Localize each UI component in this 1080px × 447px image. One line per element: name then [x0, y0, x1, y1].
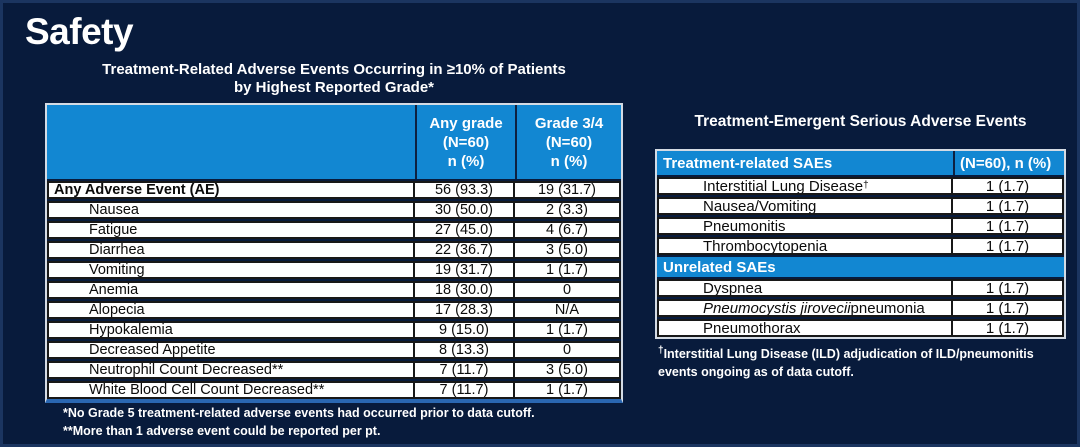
row-grade-3-4: 3 (5.0): [515, 241, 621, 259]
row-any-grade: 56 (93.3): [415, 181, 515, 199]
row-grade-3-4: 0: [515, 281, 621, 299]
table-row: Diarrhea 22 (36.7) 3 (5.0): [47, 241, 621, 259]
table-row: Hypokalemia 9 (15.0) 1 (1.7): [47, 321, 621, 339]
row-label: Dyspnea: [657, 279, 953, 297]
header-cell-blank: [47, 105, 415, 179]
row-any-grade: 22 (36.7): [415, 241, 515, 259]
row-value: 1 (1.7): [953, 319, 1064, 337]
table-row: Any Adverse Event (AE) 56 (93.3) 19 (31.…: [47, 181, 621, 199]
row-any-grade: 7 (11.7): [415, 381, 515, 399]
row-label: Nausea: [47, 201, 415, 219]
table-row: Pneumothorax 1 (1.7): [657, 319, 1064, 337]
row-any-grade: 17 (28.3): [415, 301, 515, 319]
table-row: Pneumocystis jirovecii pneumonia 1 (1.7): [657, 299, 1064, 317]
row-value: 1 (1.7): [953, 279, 1064, 297]
row-label: Anemia: [47, 281, 415, 299]
row-any-grade: 9 (15.0): [415, 321, 515, 339]
adverse-events-table: Any grade (N=60) n (%) Grade 3/4 (N=60) …: [45, 103, 623, 403]
row-label: Interstitial Lung Disease †: [657, 177, 953, 195]
row-value: 1 (1.7): [953, 237, 1064, 255]
table-row: Dyspnea 1 (1.7): [657, 279, 1064, 297]
row-any-grade: 18 (30.0): [415, 281, 515, 299]
row-any-grade: 27 (45.0): [415, 221, 515, 239]
row-label: Diarrhea: [47, 241, 415, 259]
row-grade-3-4: 4 (6.7): [515, 221, 621, 239]
right-table-title: Treatment-Emergent Serious Adverse Event…: [694, 113, 1027, 130]
row-grade-3-4: 1 (1.7): [515, 321, 621, 339]
row-label: Thrombocytopenia: [657, 237, 953, 255]
sae-table-header: Treatment-related SAEs (N=60), n (%): [657, 151, 1064, 175]
table-row: Pneumonitis 1 (1.7): [657, 217, 1064, 235]
row-grade-3-4: 0: [515, 341, 621, 359]
row-label: Neutrophil Count Decreased**: [47, 361, 415, 379]
row-label: Vomiting: [47, 261, 415, 279]
row-value: 1 (1.7): [953, 197, 1064, 215]
row-label: White Blood Cell Count Decreased**: [47, 381, 415, 399]
row-value: 1 (1.7): [953, 177, 1064, 195]
row-any-grade: 8 (13.3): [415, 341, 515, 359]
serious-adverse-events-table: Treatment-related SAEs (N=60), n (%) Int…: [655, 149, 1066, 339]
row-grade-3-4: 19 (31.7): [515, 181, 621, 199]
row-label: Pneumothorax: [657, 319, 953, 337]
table-row: White Blood Cell Count Decreased** 7 (11…: [47, 381, 621, 399]
row-label: Nausea/Vomiting: [657, 197, 953, 215]
table-row: Interstitial Lung Disease † 1 (1.7): [657, 177, 1064, 195]
table-row: Nausea 30 (50.0) 2 (3.3): [47, 201, 621, 219]
row-label: Pneumocystis jirovecii pneumonia: [657, 299, 953, 317]
row-label: Hypokalemia: [47, 321, 415, 339]
header-cell-treatment-related-saes: Treatment-related SAEs: [657, 151, 953, 175]
row-label: Alopecia: [47, 301, 415, 319]
table-row: Anemia 18 (30.0) 0: [47, 281, 621, 299]
row-value: 1 (1.7): [953, 217, 1064, 235]
row-grade-3-4: 1 (1.7): [515, 261, 621, 279]
footnote-more-than-one: **More than 1 adverse event could be rep…: [63, 423, 381, 438]
row-any-grade: 19 (31.7): [415, 261, 515, 279]
left-table-title: Treatment-Related Adverse Events Occurri…: [45, 61, 623, 96]
left-table-title-line1: Treatment-Related Adverse Events Occurri…: [102, 61, 566, 78]
right-table-footnote: †Interstitial Lung Disease (ILD) adjudic…: [658, 344, 1034, 379]
row-grade-3-4: 2 (3.3): [515, 201, 621, 219]
row-label: Any Adverse Event (AE): [47, 181, 415, 199]
left-table-footnotes: *No Grade 5 treatment-related adverse ev…: [63, 405, 535, 440]
footnote-grade5: *No Grade 5 treatment-related adverse ev…: [63, 406, 535, 420]
row-any-grade: 7 (11.7): [415, 361, 515, 379]
row-value: 1 (1.7): [953, 299, 1064, 317]
header-cell-grade-3-4: Grade 3/4 (N=60) n (%): [515, 105, 621, 179]
header-cell-any-grade: Any grade (N=60) n (%): [415, 105, 515, 179]
species-name-italic: Pneumocystis jirovecii: [703, 299, 851, 317]
left-table-title-line2: by Highest Reported Grade*: [233, 78, 435, 96]
table-row: Alopecia 17 (28.3) N/A: [47, 301, 621, 319]
table-row: Decreased Appetite 8 (13.3) 0: [47, 341, 621, 359]
table-row: Fatigue 27 (45.0) 4 (6.7): [47, 221, 621, 239]
table-row: Thrombocytopenia 1 (1.7): [657, 237, 1064, 255]
section-header-unrelated-saes: Unrelated SAEs: [657, 257, 1064, 277]
row-label: Pneumonitis: [657, 217, 953, 235]
table-row: Neutrophil Count Decreased** 7 (11.7) 3 …: [47, 361, 621, 379]
row-grade-3-4: 3 (5.0): [515, 361, 621, 379]
row-label: Fatigue: [47, 221, 415, 239]
dagger-symbol: †: [658, 344, 664, 356]
page-title: Safety: [25, 11, 134, 52]
row-grade-3-4: 1 (1.7): [515, 381, 621, 399]
row-grade-3-4: N/A: [515, 301, 621, 319]
adverse-events-table-header: Any grade (N=60) n (%) Grade 3/4 (N=60) …: [47, 105, 621, 179]
header-cell-n-percent: (N=60), n (%): [953, 151, 1064, 175]
table-row: Nausea/Vomiting 1 (1.7): [657, 197, 1064, 215]
row-any-grade: 30 (50.0): [415, 201, 515, 219]
table-row: Vomiting 19 (31.7) 1 (1.7): [47, 261, 621, 279]
row-label: Decreased Appetite: [47, 341, 415, 359]
